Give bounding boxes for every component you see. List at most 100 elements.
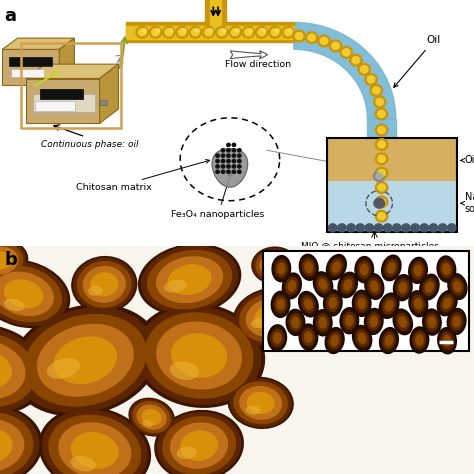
Circle shape: [392, 224, 401, 232]
Circle shape: [227, 149, 230, 152]
Ellipse shape: [132, 401, 171, 433]
Ellipse shape: [0, 262, 67, 326]
Circle shape: [343, 49, 350, 56]
Circle shape: [249, 29, 253, 32]
Ellipse shape: [0, 252, 12, 270]
Ellipse shape: [398, 316, 407, 328]
Circle shape: [378, 127, 385, 134]
Ellipse shape: [443, 335, 451, 347]
Ellipse shape: [228, 377, 294, 429]
Ellipse shape: [437, 327, 457, 355]
Ellipse shape: [71, 432, 119, 469]
Circle shape: [295, 32, 303, 40]
Ellipse shape: [419, 273, 440, 301]
Circle shape: [232, 154, 236, 157]
Ellipse shape: [300, 255, 318, 279]
Ellipse shape: [447, 308, 466, 335]
Circle shape: [191, 29, 199, 36]
Ellipse shape: [170, 422, 228, 469]
Polygon shape: [2, 38, 74, 49]
Text: a: a: [4, 7, 16, 25]
Ellipse shape: [345, 315, 354, 327]
Ellipse shape: [313, 309, 333, 337]
Text: Oil: Oil: [394, 36, 441, 87]
Circle shape: [337, 224, 346, 232]
Circle shape: [293, 30, 305, 42]
Ellipse shape: [229, 378, 292, 428]
Circle shape: [365, 224, 374, 232]
Circle shape: [374, 198, 384, 208]
Circle shape: [227, 159, 230, 163]
Ellipse shape: [282, 273, 302, 300]
Circle shape: [329, 40, 342, 52]
Ellipse shape: [73, 258, 136, 311]
Ellipse shape: [396, 278, 410, 297]
Circle shape: [375, 167, 388, 179]
Ellipse shape: [369, 315, 378, 328]
Circle shape: [340, 46, 353, 58]
Ellipse shape: [265, 257, 285, 273]
Ellipse shape: [298, 291, 319, 318]
Circle shape: [216, 170, 219, 173]
Circle shape: [237, 159, 241, 163]
Ellipse shape: [384, 259, 398, 277]
Ellipse shape: [422, 309, 442, 336]
Ellipse shape: [452, 316, 461, 328]
Ellipse shape: [142, 420, 153, 427]
Ellipse shape: [272, 255, 292, 283]
Ellipse shape: [382, 331, 396, 350]
Polygon shape: [212, 149, 247, 187]
Ellipse shape: [364, 308, 384, 335]
Polygon shape: [26, 64, 118, 79]
Ellipse shape: [370, 281, 379, 292]
Circle shape: [376, 99, 383, 106]
Ellipse shape: [438, 329, 456, 353]
Ellipse shape: [299, 254, 319, 281]
Ellipse shape: [251, 246, 299, 284]
Ellipse shape: [393, 274, 413, 301]
Circle shape: [378, 155, 385, 163]
Ellipse shape: [277, 263, 286, 275]
Circle shape: [262, 29, 266, 32]
Ellipse shape: [379, 292, 400, 319]
Ellipse shape: [316, 275, 330, 294]
Ellipse shape: [0, 419, 24, 472]
Ellipse shape: [264, 267, 274, 273]
Circle shape: [332, 42, 339, 49]
Circle shape: [447, 224, 456, 232]
Ellipse shape: [387, 262, 396, 274]
Ellipse shape: [365, 310, 383, 333]
Ellipse shape: [90, 272, 118, 297]
Circle shape: [320, 37, 328, 45]
Ellipse shape: [324, 291, 341, 315]
Text: Chitosan matrix: Chitosan matrix: [76, 160, 210, 192]
Circle shape: [269, 27, 281, 38]
Ellipse shape: [440, 294, 455, 312]
Circle shape: [242, 27, 255, 38]
Circle shape: [221, 149, 225, 152]
Ellipse shape: [381, 255, 401, 282]
Ellipse shape: [343, 311, 356, 330]
Circle shape: [375, 153, 388, 164]
Ellipse shape: [0, 428, 13, 463]
Circle shape: [282, 27, 294, 38]
Circle shape: [222, 29, 226, 32]
Ellipse shape: [383, 256, 400, 280]
Ellipse shape: [301, 295, 316, 313]
Ellipse shape: [396, 313, 410, 331]
Ellipse shape: [447, 273, 468, 300]
Ellipse shape: [271, 328, 284, 347]
Circle shape: [352, 56, 360, 64]
Circle shape: [143, 29, 146, 32]
Ellipse shape: [0, 239, 28, 282]
Ellipse shape: [304, 298, 313, 310]
Ellipse shape: [128, 398, 175, 437]
Ellipse shape: [272, 292, 289, 316]
Ellipse shape: [254, 305, 286, 330]
Ellipse shape: [450, 277, 465, 296]
Ellipse shape: [357, 297, 366, 310]
Ellipse shape: [440, 260, 453, 278]
Ellipse shape: [133, 303, 265, 408]
Ellipse shape: [339, 307, 359, 335]
Ellipse shape: [319, 279, 328, 291]
